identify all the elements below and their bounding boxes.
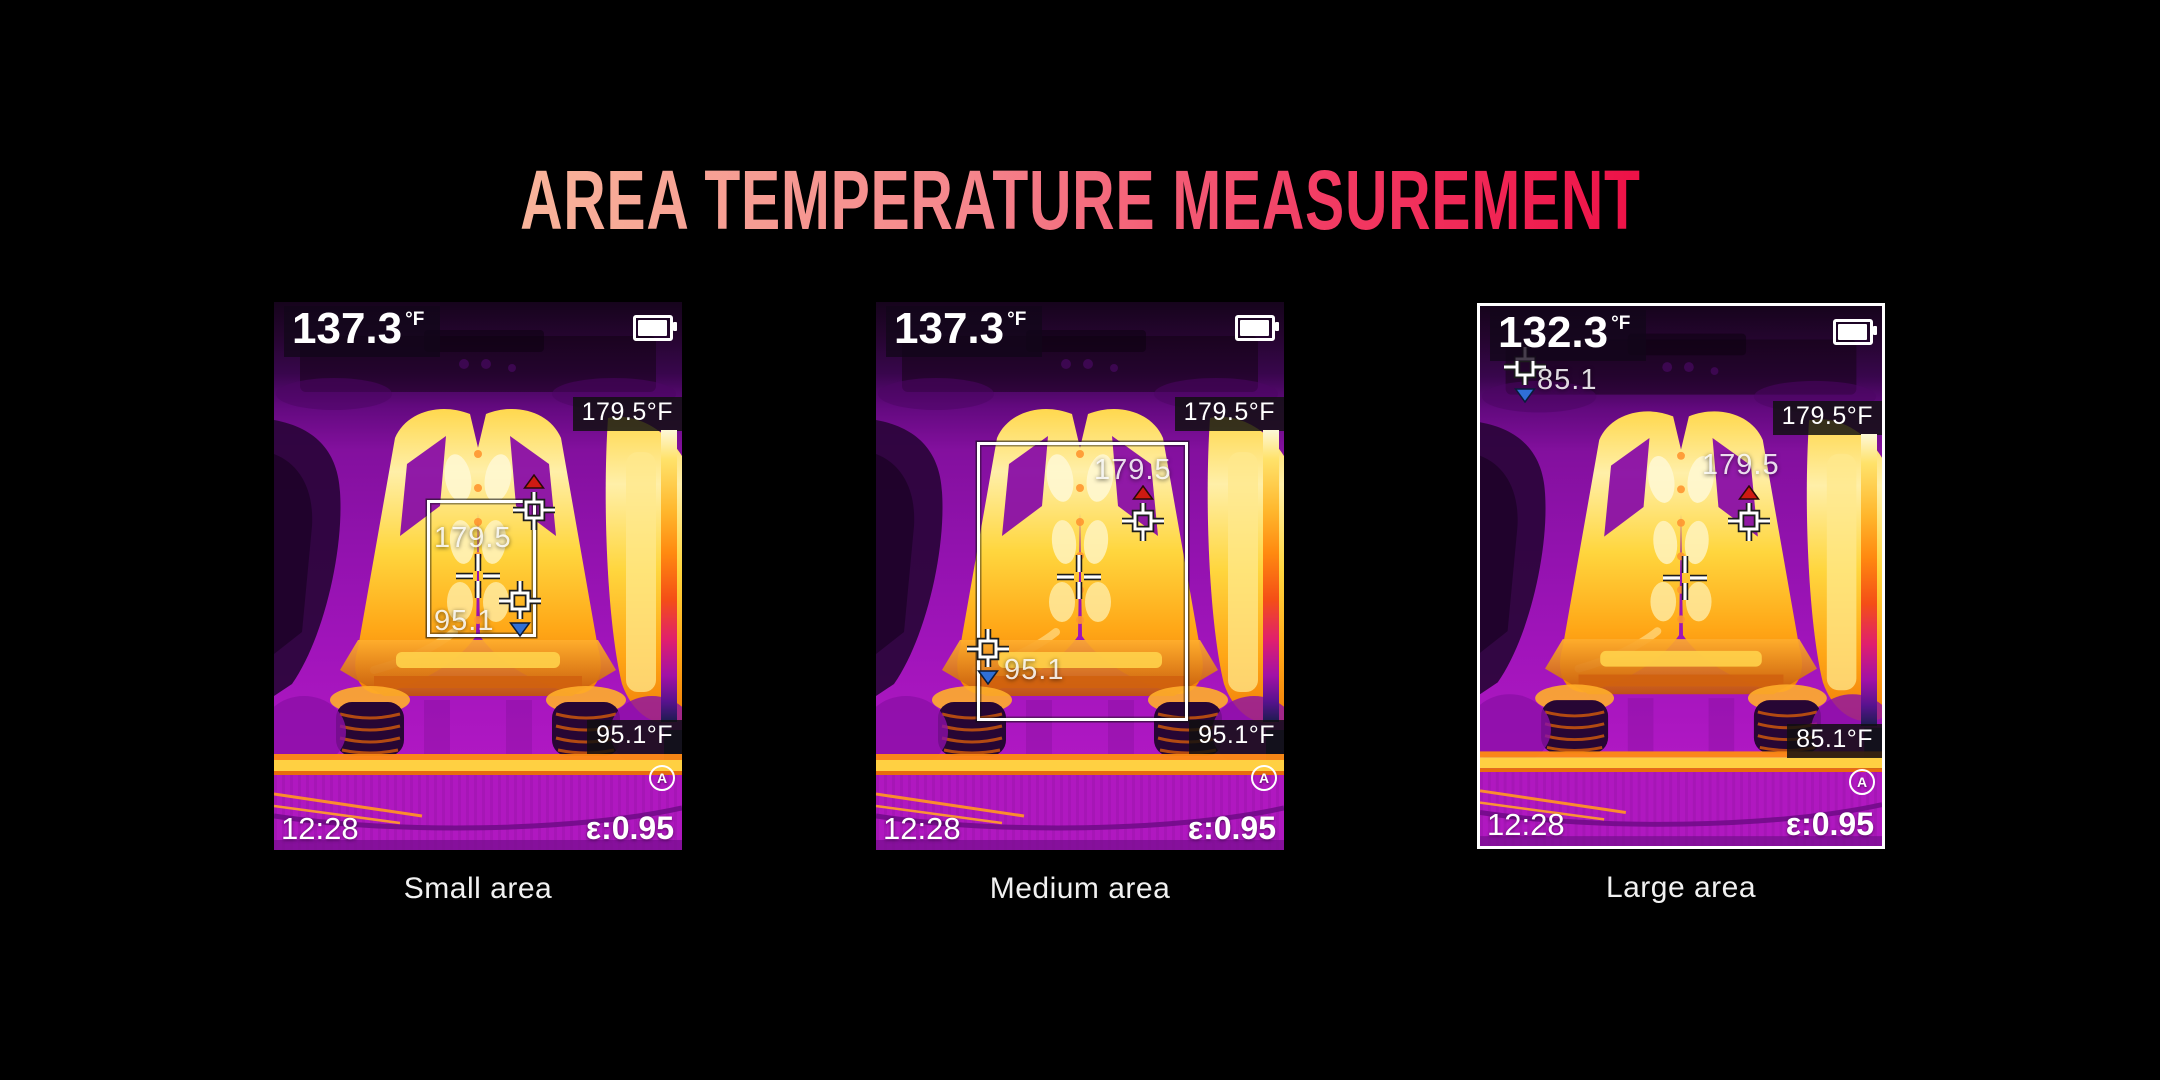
center-temp-value: 137.3 xyxy=(292,304,403,353)
area-max-value: 179.5 xyxy=(1702,449,1780,481)
color-scale-bar xyxy=(1263,430,1279,722)
thermal-engine-image xyxy=(1480,306,1882,846)
color-scale-bar xyxy=(1861,434,1877,726)
center-temp-unit: °F xyxy=(1611,313,1631,334)
caption-small-area: Small area xyxy=(403,872,553,905)
thermal-camera-screen: 179.5 95.1 137.3 °F 179.5°F 95.1°F A 12:… xyxy=(274,302,682,850)
area-max-value: 179.5 xyxy=(1094,454,1172,486)
center-crosshair-icon xyxy=(1661,554,1709,602)
color-scale-bar xyxy=(661,430,677,722)
battery-icon xyxy=(633,315,677,341)
auto-mode-icon: A xyxy=(1849,769,1875,795)
measurement-area-box xyxy=(977,442,1188,721)
scale-max-label: 179.5°F xyxy=(1772,401,1882,435)
cold-spot-marker-icon xyxy=(498,579,542,638)
panel-medium-area: 179.5 95.1 137.3 °F 179.5°F 95.1°F A 12:… xyxy=(876,302,1284,906)
emissivity-label: ε:0.95 xyxy=(1785,806,1874,842)
panel-small-area: 179.5 95.1 137.3 °F 179.5°F 95.1°F A 12:… xyxy=(274,302,682,906)
center-temp-readout: 132.3 °F xyxy=(1490,308,1647,361)
center-temp-value: 137.3 xyxy=(894,304,1005,353)
center-crosshair-icon xyxy=(1055,553,1103,601)
center-temp-unit: °F xyxy=(1007,309,1027,330)
caption-large-area: Large area xyxy=(1605,871,1757,904)
emissivity-label: ε:0.95 xyxy=(1187,810,1276,846)
hot-spot-marker-icon xyxy=(1727,484,1771,543)
auto-mode-icon: A xyxy=(1251,765,1277,791)
area-min-value: 95.1 xyxy=(1004,654,1065,686)
time-label: 12:28 xyxy=(281,811,359,846)
scale-min-label: 85.1°F xyxy=(1787,724,1882,758)
time-label: 12:28 xyxy=(1487,807,1565,842)
scale-max-label: 179.5°F xyxy=(1174,397,1284,431)
hot-spot-marker-icon xyxy=(512,473,556,532)
scale-min-label: 95.1°F xyxy=(1189,720,1284,754)
center-temp-readout: 137.3 °F xyxy=(284,304,441,357)
center-crosshair-icon xyxy=(454,552,502,600)
scale-min-label: 95.1°F xyxy=(587,720,682,754)
center-temp-readout: 137.3 °F xyxy=(886,304,1043,357)
area-max-value: 179.5 xyxy=(434,522,512,554)
panel-large-area: 179.5 85.1 132.3 °F 179.5°F 85.1°F A 12:… xyxy=(1477,303,1885,905)
area-min-value: 95.1 xyxy=(434,605,495,637)
caption-medium-area: Medium area xyxy=(989,872,1171,905)
scale-max-label: 179.5°F xyxy=(572,397,682,431)
center-temp-unit: °F xyxy=(405,309,425,330)
hot-spot-marker-icon xyxy=(1121,484,1165,543)
battery-icon xyxy=(1833,319,1877,345)
measurement-area-box xyxy=(427,500,536,637)
auto-mode-icon: A xyxy=(649,765,675,791)
thermal-camera-screen: 179.5 95.1 137.3 °F 179.5°F 95.1°F A 12:… xyxy=(876,302,1284,850)
cold-spot-marker-icon xyxy=(966,627,1010,686)
area-min-value: 85.1 xyxy=(1537,364,1598,396)
page-title: AREA TEMPERATURE MEASUREMENT xyxy=(519,153,1641,247)
emissivity-label: ε:0.95 xyxy=(585,810,674,846)
center-temp-value: 132.3 xyxy=(1498,308,1609,357)
thermal-camera-screen: 179.5 85.1 132.3 °F 179.5°F 85.1°F A 12:… xyxy=(1477,303,1885,849)
header: AREA TEMPERATURE MEASUREMENT xyxy=(0,156,2160,244)
battery-icon xyxy=(1235,315,1279,341)
time-label: 12:28 xyxy=(883,811,961,846)
